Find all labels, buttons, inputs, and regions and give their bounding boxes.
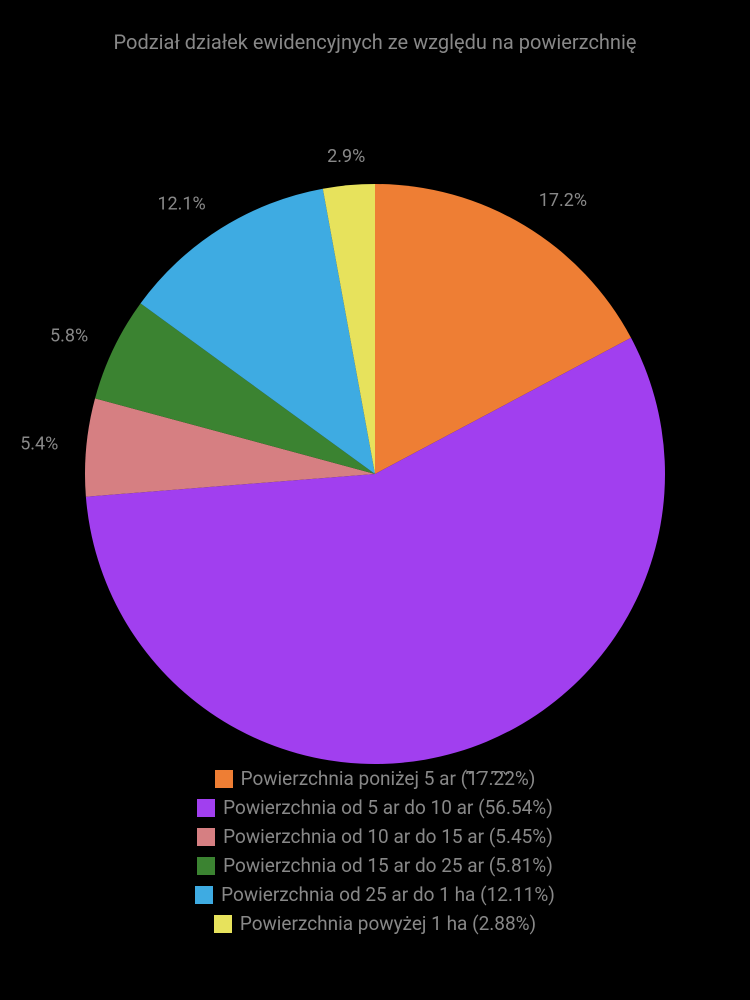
legend-row: Powierzchnia od 5 ar do 10 ar (56.54%) xyxy=(0,793,750,822)
legend-swatch xyxy=(214,915,232,933)
legend-swatch xyxy=(215,770,233,788)
legend-row: Powierzchnia powyżej 1 ha (2.88%) xyxy=(0,909,750,938)
chart-title: Podział działek ewidencyjnych ze względu… xyxy=(0,0,750,54)
pie-chart-svg: 17.2% 56.5% 5.4% 5.8% 12.1% 2.9% xyxy=(0,54,750,774)
legend-item: Powierzchnia od 25 ar do 1 ha (12.11%) xyxy=(195,883,555,906)
legend-swatch xyxy=(195,886,213,904)
slice-label: 5.8% xyxy=(50,325,88,346)
pie-chart-area: 17.2%56.5%5.4%5.8%12.1%2.9% xyxy=(0,54,750,754)
legend-item: Powierzchnia od 5 ar do 10 ar (56.54%) xyxy=(197,796,553,819)
legend-label: Powierzchnia powyżej 1 ha (2.88%) xyxy=(240,912,536,935)
legend-item: Powierzchnia od 15 ar do 25 ar (5.81%) xyxy=(197,854,553,877)
legend: Powierzchnia poniżej 5 ar (17.22%)Powier… xyxy=(0,764,750,938)
slice-label: 12.1% xyxy=(157,194,205,215)
legend-row: Powierzchnia od 15 ar do 25 ar (5.81%) xyxy=(0,851,750,880)
slice-label: 5.4% xyxy=(20,433,58,454)
chart-container: Podział działek ewidencyjnych ze względu… xyxy=(0,0,750,1000)
legend-label: Powierzchnia od 15 ar do 25 ar (5.81%) xyxy=(223,854,553,877)
legend-item: Powierzchnia powyżej 1 ha (2.88%) xyxy=(214,912,536,935)
slice-label: 2.9% xyxy=(327,146,365,167)
legend-label: Powierzchnia od 25 ar do 1 ha (12.11%) xyxy=(221,883,555,906)
slice-label: 17.2% xyxy=(539,190,587,211)
slice-label: 56.5% xyxy=(464,768,512,774)
legend-label: Powierzchnia od 5 ar do 10 ar (56.54%) xyxy=(223,796,553,819)
legend-item: Powierzchnia od 10 ar do 15 ar (5.45%) xyxy=(197,825,553,848)
legend-row: Powierzchnia od 25 ar do 1 ha (12.11%) xyxy=(0,880,750,909)
legend-row: Powierzchnia od 10 ar do 15 ar (5.45%) xyxy=(0,822,750,851)
legend-swatch xyxy=(197,799,215,817)
legend-swatch xyxy=(197,857,215,875)
legend-swatch xyxy=(197,828,215,846)
legend-label: Powierzchnia od 10 ar do 15 ar (5.45%) xyxy=(223,825,553,848)
